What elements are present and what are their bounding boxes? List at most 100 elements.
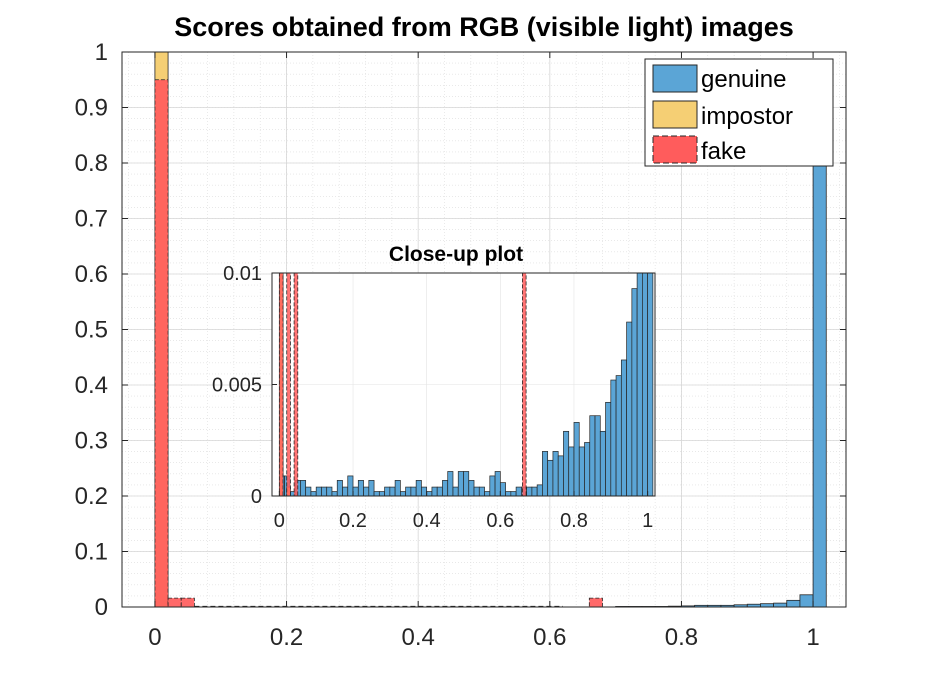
y-tick-label: 0.1 [75, 539, 108, 566]
inset-bar-genuine [552, 451, 559, 497]
legend-swatch-fake [652, 135, 698, 164]
inset-bar-genuine [515, 486, 522, 497]
inset-bar-genuine [447, 471, 454, 497]
inset-bar-genuine [457, 471, 464, 497]
inset-bar-genuine [626, 321, 633, 497]
inset-bar-genuine [405, 486, 412, 497]
inset-bar-genuine [468, 480, 475, 497]
legend-label-fake: fake [701, 138, 746, 165]
bar-fake [588, 597, 603, 608]
inset-bar-genuine [478, 486, 485, 497]
y-tick-label: 0.4 [75, 372, 108, 399]
inset-bar-genuine [426, 491, 433, 497]
inset-bar-genuine [431, 486, 438, 497]
inset-bar-genuine [568, 446, 575, 497]
inset-bar-genuine [394, 480, 401, 497]
inset-y-tick-label: 0.005 [212, 375, 262, 397]
inset-bar-genuine [605, 401, 612, 497]
inset-x-tick-label: 0.8 [560, 510, 588, 532]
inset-bar-genuine [563, 430, 570, 497]
y-tick-label: 1 [95, 39, 108, 66]
inset-bar-genuine [615, 375, 622, 497]
inset-y-tick-label: 0.01 [223, 263, 262, 285]
inset-bar-genuine [389, 486, 396, 497]
inset-bar-genuine [584, 442, 591, 497]
inset-bar-genuine [400, 491, 406, 497]
inset-bar-genuine [573, 422, 580, 497]
inset-bar-genuine [310, 491, 317, 497]
chart-legend: genuine impostor fake [644, 58, 834, 167]
y-tick-label: 0.2 [75, 483, 108, 510]
x-tick-label: 0.6 [533, 624, 566, 651]
inset-x-tick-label: 0.4 [413, 510, 441, 532]
inset-bar-genuine [326, 486, 333, 497]
chart-title: Scores obtained from RGB (visible light)… [174, 12, 794, 42]
bar-fake [180, 597, 195, 608]
inset-bar-genuine [363, 486, 370, 497]
inset-plot: 0 0.005 0.01 0 0.2 0.4 0.6 0.8 1 Close-up plot [212, 243, 656, 532]
legend-label-genuine: genuine [701, 66, 786, 93]
main-axes: 00.10.20.30.40.50.60.70.80.910 0.2 0.4 0.6 0… [75, 39, 847, 651]
inset-bar-genuine [547, 459, 554, 497]
inset-bar-genuine [321, 486, 328, 497]
inset-bar-genuine [436, 486, 443, 497]
x-tick-label: 0.8 [665, 624, 698, 651]
y-tick-label: 0.7 [75, 206, 108, 233]
inset-bar-genuine [542, 451, 549, 497]
inset-bar-genuine [531, 486, 538, 497]
inset-bar-genuine [368, 480, 375, 497]
x-tick-label: 0 [148, 624, 161, 651]
inset-bar-genuine [331, 491, 338, 497]
y-tick-label: 0.6 [75, 261, 108, 288]
bar-genuine [786, 599, 801, 608]
inset-bar-genuine [300, 480, 307, 497]
bar-genuine [773, 602, 788, 608]
inset-bar-genuine [347, 475, 354, 497]
bar-genuine [812, 140, 827, 608]
y-tick-label: 0.5 [75, 317, 108, 344]
inset-bar-fake [278, 272, 284, 497]
inset-bar-genuine [631, 288, 638, 497]
legend-swatch-genuine [652, 64, 698, 93]
inset-bar-genuine [489, 475, 496, 497]
inset-bar-genuine [415, 480, 422, 497]
inset-bar-genuine [305, 486, 312, 497]
inset-x-tick-label: 0.6 [486, 510, 514, 532]
inset-bar-genuine [442, 480, 449, 497]
inset-bar-genuine [373, 491, 380, 497]
inset-bar-genuine [410, 486, 417, 497]
legend-label-impostor: impostor [701, 103, 793, 130]
bar-genuine [799, 594, 814, 608]
inset-bar-genuine [463, 471, 470, 497]
inset-bar-fake [286, 272, 291, 497]
inset-bar-genuine [452, 486, 459, 497]
legend-swatch-impostor [652, 100, 698, 129]
x-tick-label: 1 [806, 624, 819, 651]
inset-bar-genuine [510, 491, 517, 497]
inset-bar-genuine [484, 491, 491, 497]
inset-axes: 0 0.005 0.01 0 0.2 0.4 0.6 0.8 1 [212, 263, 656, 532]
inset-bar-genuine [384, 486, 391, 497]
inset-bar-genuine [499, 482, 506, 497]
y-tick-label: 0.8 [75, 150, 108, 177]
inset-bar-genuine [642, 272, 648, 497]
inset-bar-fake [293, 272, 299, 497]
inset-bar-genuine [578, 446, 585, 497]
inset-bar-genuine [315, 486, 322, 497]
inset-bar-genuine [557, 455, 564, 497]
inset-x-tick-label: 0.2 [339, 510, 367, 532]
inset-bar-genuine [336, 480, 343, 497]
y-tick-label: 0.9 [75, 95, 108, 122]
inset-bar-genuine [378, 491, 385, 497]
y-tick-label: 0.3 [75, 428, 108, 455]
inset-bar-genuine [494, 471, 501, 497]
inset-x-tick-label: 1 [642, 510, 653, 532]
inset-bar-genuine [505, 491, 512, 497]
inset-bar-genuine [473, 486, 480, 497]
main-bars [154, 51, 827, 608]
inset-bar-genuine [421, 486, 428, 497]
bar-fake [167, 597, 182, 608]
x-tick-label: 0.4 [401, 624, 434, 651]
